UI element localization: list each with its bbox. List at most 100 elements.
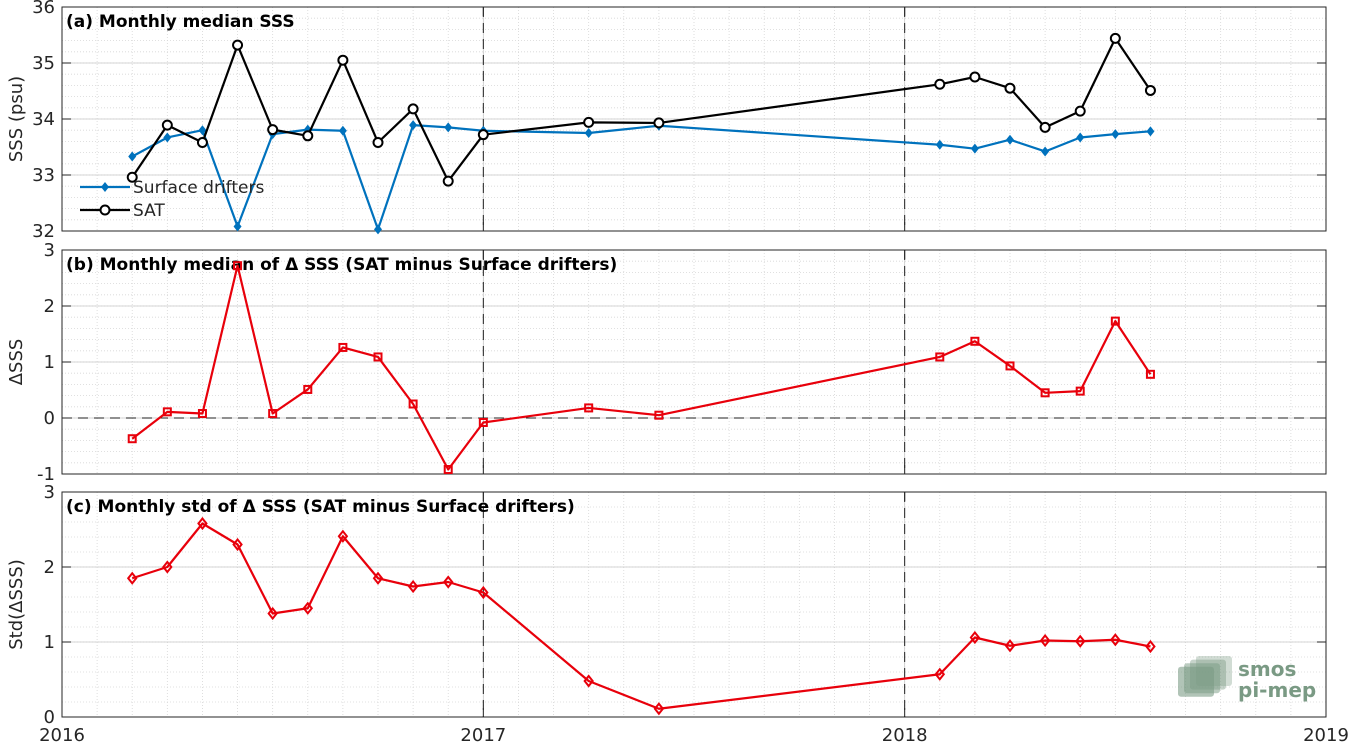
data-point xyxy=(302,601,314,615)
logo-text-line2: pi-mep xyxy=(1238,678,1316,702)
data-point xyxy=(1039,633,1051,648)
data-point xyxy=(1146,126,1155,137)
y-axis-label: SSS (psu) xyxy=(6,76,27,162)
data-point xyxy=(1145,369,1155,379)
series-line xyxy=(131,522,1151,710)
data-point xyxy=(303,384,313,394)
y-tick-label: 35 xyxy=(32,53,55,74)
data-point xyxy=(934,78,946,90)
y-axis-label: Std(ΔSSS) xyxy=(6,559,27,650)
data-point xyxy=(653,702,665,716)
y-tick-label: 36 xyxy=(32,0,55,18)
data-point xyxy=(1109,32,1121,44)
data-point xyxy=(338,125,347,136)
data-point xyxy=(1005,134,1015,145)
data-point xyxy=(233,221,242,232)
y-tick-label: 3 xyxy=(44,482,55,503)
axes-box xyxy=(61,491,1327,718)
x-axis: 2016 2017 2018 2019 xyxy=(39,725,1349,745)
data-point xyxy=(969,630,981,645)
data-point xyxy=(373,224,383,235)
data-point xyxy=(477,129,489,141)
data-point xyxy=(373,352,383,362)
data-point xyxy=(407,579,419,594)
panel-title: (a) Monthly median SSS xyxy=(66,12,295,32)
y-tick-label: 1 xyxy=(44,632,55,653)
x-tick-label: 2019 xyxy=(1303,725,1349,745)
legend: Surface drifters SAT xyxy=(80,178,264,221)
data-point xyxy=(1039,121,1051,133)
data-point xyxy=(338,342,348,352)
data-point xyxy=(126,171,138,183)
series-line-0 xyxy=(126,516,1156,716)
data-point xyxy=(935,352,945,362)
data-point xyxy=(197,409,207,419)
series-surface-drifters xyxy=(128,120,1155,235)
y-tick-label: 32 xyxy=(32,221,55,242)
legend-label: SAT xyxy=(133,201,165,221)
smos-pi-mep-logo: smos pi-mep xyxy=(1178,656,1316,702)
panel-title: (b) Monthly median of Δ SSS (SAT minus S… xyxy=(66,255,617,275)
panel-b: -1 0 1 2 3 ΔSSS (b) Monthly median of Δ SSS (S… xyxy=(6,240,1327,485)
y-tick-label: 2 xyxy=(44,296,55,317)
panel-title: (c) Monthly std of Δ SSS (SAT minus Surf… xyxy=(66,497,575,517)
data-point xyxy=(128,151,137,162)
y-tick-label: 34 xyxy=(32,109,55,130)
data-point xyxy=(337,54,349,66)
data-point xyxy=(1144,84,1156,96)
data-point xyxy=(162,407,172,417)
data-point xyxy=(268,409,278,419)
data-point xyxy=(583,116,595,128)
data-point xyxy=(302,130,314,142)
y-tick-label: 0 xyxy=(44,707,55,728)
data-point xyxy=(197,516,208,531)
data-point xyxy=(443,465,453,475)
panel-c: 0 1 2 3 Std(ΔSSS) (c) Monthly std of Δ SSS (S… xyxy=(6,482,1327,728)
data-point xyxy=(408,399,418,409)
data-point xyxy=(584,127,593,139)
data-point xyxy=(233,261,243,271)
data-point xyxy=(1110,633,1121,647)
data-point xyxy=(407,103,419,115)
data-point xyxy=(232,537,243,552)
series-line xyxy=(131,124,1151,231)
x-tick-label: 2018 xyxy=(882,725,928,745)
data-point xyxy=(653,117,665,129)
data-point xyxy=(970,143,979,154)
data-point xyxy=(337,529,349,543)
data-point xyxy=(1004,639,1016,653)
data-point xyxy=(1076,132,1085,143)
legend-label: Surface drifters xyxy=(133,178,264,198)
data-point xyxy=(1110,316,1120,326)
x-tick-label: 2016 xyxy=(39,725,85,745)
data-point xyxy=(1005,361,1015,371)
y-tick-label: 3 xyxy=(44,240,55,261)
data-point xyxy=(198,125,207,136)
y-tick-label: 1 xyxy=(44,352,55,373)
data-point xyxy=(1111,129,1120,140)
data-point xyxy=(478,585,489,600)
data-point xyxy=(969,71,981,83)
data-point xyxy=(1041,146,1050,157)
series-line-0 xyxy=(127,261,1155,475)
x-tick-label: 2017 xyxy=(460,725,506,745)
data-point xyxy=(100,181,110,193)
data-point xyxy=(127,434,137,444)
data-point xyxy=(1075,386,1085,396)
data-point xyxy=(934,667,946,681)
data-point xyxy=(442,575,454,589)
data-point xyxy=(970,336,980,346)
y-tick-label: 0 xyxy=(44,408,55,429)
data-point xyxy=(372,571,384,585)
data-point xyxy=(196,137,208,149)
data-point xyxy=(478,417,488,427)
logo-layer xyxy=(1178,666,1214,697)
series-line xyxy=(131,37,1152,183)
data-point xyxy=(126,571,138,585)
data-point xyxy=(442,175,454,187)
data-point xyxy=(1145,639,1156,654)
data-point xyxy=(1004,82,1016,94)
data-point xyxy=(99,204,111,216)
y-axis-label: ΔSSS xyxy=(6,339,27,386)
